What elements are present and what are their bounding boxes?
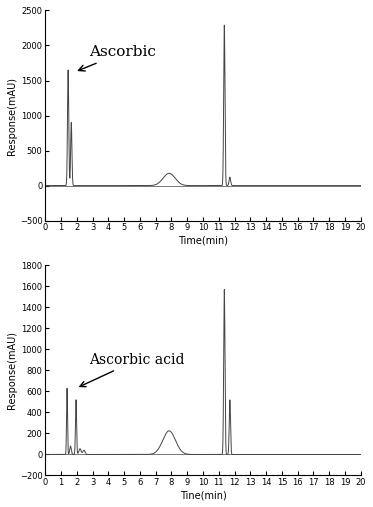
Y-axis label: Response(mAU): Response(mAU) <box>7 77 17 155</box>
Text: Ascorbic acid: Ascorbic acid <box>80 353 185 387</box>
Text: Ascorbic: Ascorbic <box>78 46 156 71</box>
X-axis label: Time(min): Time(min) <box>178 235 228 245</box>
Y-axis label: Response(mAU): Response(mAU) <box>7 332 17 410</box>
X-axis label: Tine(min): Tine(min) <box>180 490 226 500</box>
